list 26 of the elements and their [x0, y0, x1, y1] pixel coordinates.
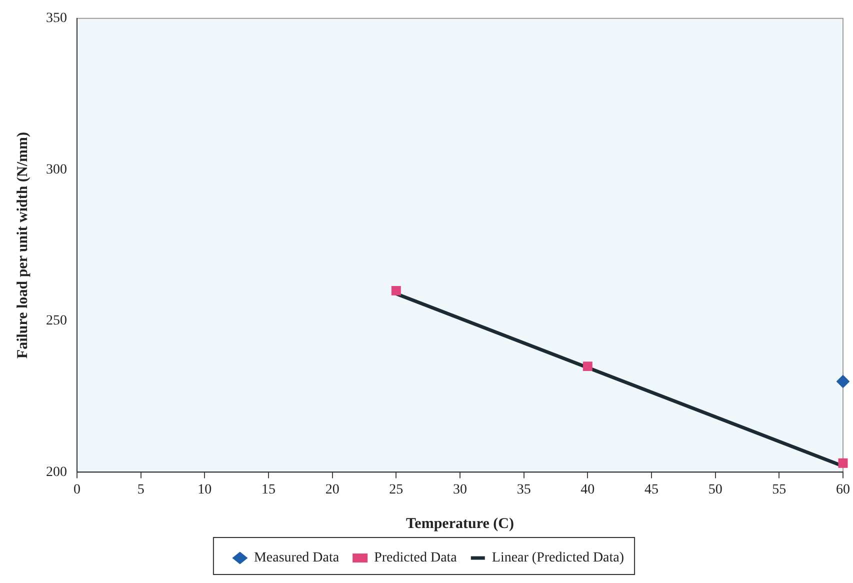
x-tick-label: 45 [644, 482, 658, 498]
legend-label: Predicted Data [374, 550, 458, 566]
x-tick-label: 0 [74, 482, 80, 498]
y-tick-label: 350 [46, 11, 67, 26]
x-tick-label: 35 [516, 482, 531, 498]
y-tick-label: 200 [46, 464, 67, 480]
point [391, 286, 401, 296]
point [582, 362, 592, 372]
x-tick-label: 40 [580, 482, 595, 498]
x-tick-label: 50 [708, 482, 722, 498]
x-tick-label: 25 [389, 482, 404, 498]
x-tick-label: 15 [262, 482, 276, 498]
x-tick-label: 55 [772, 482, 786, 498]
y-axis-title: Failure load per unit width (N/mm) [14, 132, 31, 359]
x-tick-label: 5 [137, 482, 144, 498]
legend-label: Linear (Predicted Data) [492, 550, 624, 566]
x-tick-label: 20 [325, 482, 340, 498]
point [838, 458, 848, 468]
x-axis-title: Temperature (C) [406, 516, 514, 532]
y-tick-label: 300 [46, 162, 67, 178]
point [836, 374, 850, 388]
y-tick-label: 250 [46, 314, 67, 329]
x-tick-label: 10 [198, 482, 212, 498]
legend-label: Measured Data [254, 550, 340, 566]
x-tick-label: 30 [453, 482, 467, 498]
x-tick-label: 60 [836, 482, 850, 498]
